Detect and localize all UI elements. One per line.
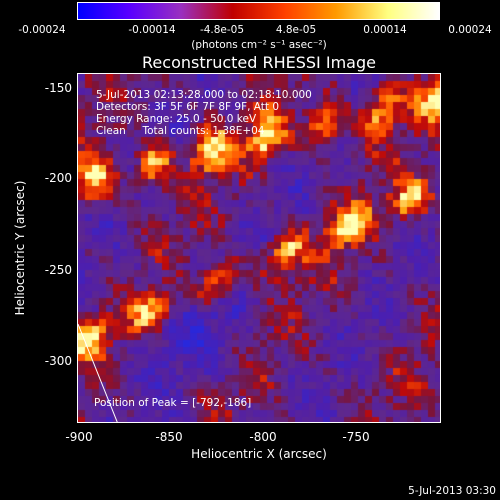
colorbar: [77, 2, 440, 20]
timestamp: 5-Jul-2013 03:30: [408, 485, 496, 497]
y-tick-label: -300: [44, 354, 72, 368]
plot-title: Reconstructed RHESSI Image: [142, 53, 376, 72]
info-clean-counts: Clean Total counts: 1.38E+04: [96, 125, 265, 137]
y-tick-label: -200: [44, 171, 72, 185]
plot-overlay: [78, 323, 118, 422]
info-detectors: Detectors: 3F 5F 6F 7F 8F 9F, Att 0: [96, 101, 280, 113]
x-tick-label: -750: [342, 430, 370, 444]
info-time-range: 5-Jul-2013 02:13:28.000 to 02:18:10.000: [96, 89, 312, 101]
y-axis-label: Heliocentric Y (arcsec): [13, 180, 27, 316]
colorbar-tick: -0.00014: [128, 24, 176, 36]
image-plot-area: 5-Jul-2013 02:13:28.000 to 02:18:10.000 …: [77, 73, 441, 423]
x-axis-label: Heliocentric X (arcsec): [191, 447, 327, 461]
colorbar-tick: 0.00014: [363, 24, 407, 36]
heatmap-image: [78, 74, 440, 422]
colorbar-tick: -0.00024: [18, 24, 66, 36]
y-tick-label: -250: [44, 263, 72, 277]
colorbar-tick-labels: -0.00024 -0.00014 -4.8e-05 4.8e-05 0.000…: [0, 24, 500, 38]
x-tick-label: -850: [155, 430, 183, 444]
limb-line: [78, 323, 118, 422]
colorbar-tick: -4.8e-05: [199, 24, 245, 36]
info-energy-range: Energy Range: 25.0 - 50.0 keV: [96, 113, 257, 125]
colorbar-unit: (photons cm⁻² s⁻¹ asec⁻²): [191, 39, 327, 51]
y-tick-label: -150: [44, 81, 72, 95]
colorbar-tick: 4.8e-05: [275, 24, 317, 36]
peak-position: Position of Peak = [-792,-186]: [94, 397, 252, 409]
x-tick-label: -900: [65, 430, 93, 444]
x-tick-label: -800: [249, 430, 277, 444]
colorbar-tick: 0.00024: [448, 24, 492, 36]
